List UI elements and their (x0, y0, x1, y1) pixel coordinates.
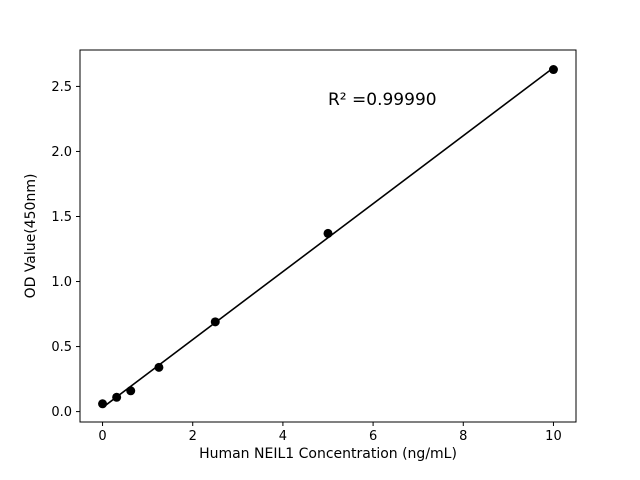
data-point (98, 399, 108, 409)
x-tick-label: 0 (98, 429, 106, 444)
x-tick-label: 6 (369, 429, 377, 444)
x-tick-label: 2 (189, 429, 197, 444)
y-axis-label: OD Value(450nm) (23, 173, 39, 299)
x-tick-label: 8 (459, 429, 467, 444)
data-point (126, 386, 136, 396)
y-tick-label: 1.0 (51, 275, 72, 290)
y-tick-label: 1.5 (51, 210, 72, 225)
y-tick-label: 0.5 (51, 340, 72, 355)
data-point (210, 317, 220, 327)
axes-spines (79, 49, 577, 423)
data-point (154, 362, 164, 372)
x-tick-label: 10 (545, 429, 562, 444)
y-tick-label: 2.5 (51, 80, 72, 95)
r-squared-annotation: R² =0.99990 (328, 90, 437, 110)
data-point (548, 65, 558, 75)
x-axis-label: Human NEIL1 Concentration (ng/mL) (199, 446, 457, 462)
data-point (112, 392, 122, 402)
data-point (323, 228, 333, 238)
x-tick-label: 4 (279, 429, 287, 444)
y-tick-label: 2.0 (51, 145, 72, 160)
y-tick-label: 0.0 (51, 405, 72, 420)
